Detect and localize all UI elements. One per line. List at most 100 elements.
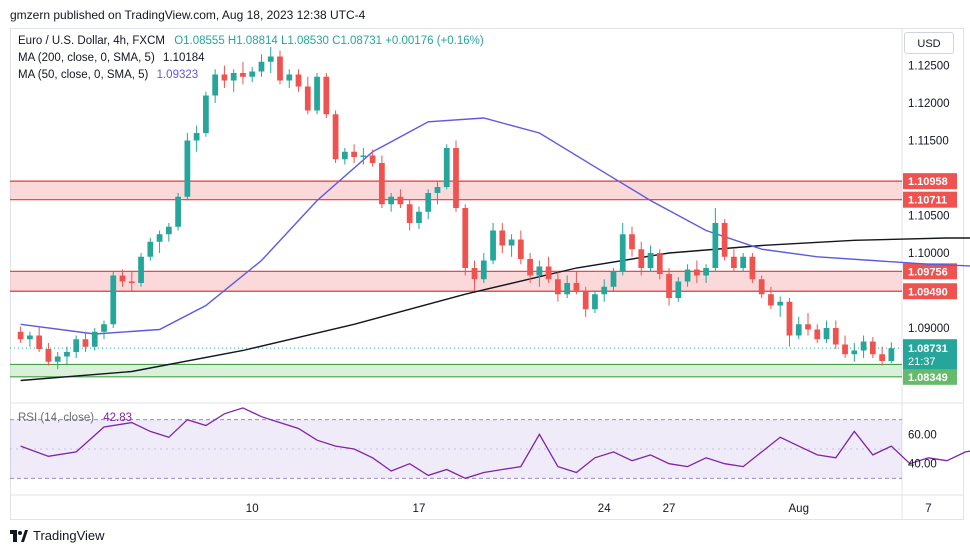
candle-body[interactable]: [823, 328, 830, 340]
candle-body[interactable]: [610, 271, 617, 287]
candle-body[interactable]: [360, 155, 367, 158]
candle-body[interactable]: [184, 140, 191, 197]
candle-body[interactable]: [490, 230, 496, 261]
candle-body[interactable]: [656, 253, 663, 274]
candle-body[interactable]: [545, 266, 552, 280]
candle-body[interactable]: [212, 74, 219, 96]
candle-body[interactable]: [54, 356, 61, 362]
candle-body[interactable]: [304, 86, 311, 111]
candle-body[interactable]: [675, 281, 682, 299]
candle-body[interactable]: [286, 74, 293, 81]
candle-body[interactable]: [758, 279, 765, 295]
candle-body[interactable]: [314, 76, 320, 111]
candle-body[interactable]: [805, 324, 811, 330]
candle-body[interactable]: [138, 256, 144, 283]
candle-body[interactable]: [175, 196, 181, 227]
candle-body[interactable]: [406, 204, 413, 223]
candle-body[interactable]: [731, 256, 737, 268]
candle-body[interactable]: [647, 253, 654, 268]
candle-body[interactable]: [601, 286, 608, 295]
candle-body[interactable]: [527, 259, 533, 276]
candle-body[interactable]: [471, 268, 478, 280]
candle-body[interactable]: [564, 283, 571, 295]
candle-body[interactable]: [795, 324, 802, 336]
candle-body[interactable]: [555, 279, 561, 295]
candle-body[interactable]: [249, 71, 256, 77]
candle-body[interactable]: [147, 241, 154, 257]
candle-body[interactable]: [499, 230, 506, 246]
candle-body[interactable]: [230, 73, 237, 81]
candle-body[interactable]: [36, 335, 43, 350]
candle-body[interactable]: [434, 187, 441, 193]
candle-body[interactable]: [91, 331, 98, 347]
candle-body[interactable]: [443, 148, 450, 187]
candle-body[interactable]: [258, 61, 265, 72]
candle-body[interactable]: [573, 283, 580, 291]
candle-body[interactable]: [786, 301, 793, 336]
candle-body[interactable]: [425, 193, 432, 212]
candle-body[interactable]: [203, 95, 209, 134]
candle-body[interactable]: [341, 151, 348, 160]
candle-body[interactable]: [323, 76, 330, 115]
candle-body[interactable]: [240, 73, 246, 77]
candle-body[interactable]: [768, 294, 774, 306]
candle-body[interactable]: [462, 208, 469, 268]
candle-body[interactable]: [869, 341, 876, 355]
candle-body[interactable]: [740, 256, 747, 268]
candle-body[interactable]: [517, 239, 524, 260]
candle-body[interactable]: [45, 349, 52, 362]
candle-body[interactable]: [17, 331, 24, 340]
candle-body[interactable]: [749, 256, 756, 280]
candle-body[interactable]: [295, 74, 302, 87]
candle-body[interactable]: [619, 234, 626, 272]
candle-body[interactable]: [703, 268, 709, 276]
candle-body[interactable]: [832, 328, 839, 345]
candle-body[interactable]: [82, 339, 89, 347]
candle-body[interactable]: [267, 56, 274, 62]
candle-body[interactable]: [721, 223, 728, 257]
candle-body[interactable]: [128, 281, 135, 284]
candle-body[interactable]: [638, 249, 645, 268]
candle-body[interactable]: [684, 269, 691, 282]
candle-body[interactable]: [165, 226, 172, 235]
rsi-line[interactable]: [20, 407, 970, 479]
candle-body[interactable]: [379, 163, 385, 205]
candle-body[interactable]: [582, 290, 589, 310]
candle-body[interactable]: [777, 301, 784, 306]
candle-body[interactable]: [851, 350, 858, 355]
candle-body[interactable]: [879, 354, 885, 361]
candle-body[interactable]: [388, 196, 395, 205]
candle-body[interactable]: [453, 148, 459, 208]
candle-body[interactable]: [64, 352, 70, 357]
currency-button[interactable]: USD: [904, 32, 954, 54]
candle-body[interactable]: [277, 56, 283, 81]
candle-body[interactable]: [508, 239, 515, 246]
candle-body[interactable]: [351, 151, 357, 157]
candle-body[interactable]: [666, 274, 672, 298]
candle-body[interactable]: [27, 335, 33, 340]
candle-body[interactable]: [712, 223, 719, 268]
candle-body[interactable]: [842, 344, 848, 355]
candle-body[interactable]: [110, 275, 117, 325]
symbol-name[interactable]: Euro / U.S. Dollar, 4h, FXCM: [18, 35, 165, 47]
candle-body[interactable]: [693, 269, 700, 276]
candle-body[interactable]: [369, 155, 376, 164]
ma200-label[interactable]: MA (200, close, 0, SMA, 5): [18, 52, 155, 64]
candle-body[interactable]: [101, 324, 107, 332]
candle-body[interactable]: [73, 339, 80, 352]
candle-body[interactable]: [119, 275, 126, 282]
candle-body[interactable]: [193, 133, 200, 141]
ma50-line[interactable]: [20, 117, 970, 335]
candle-body[interactable]: [332, 114, 339, 160]
candle-body[interactable]: [221, 74, 228, 81]
candle-body[interactable]: [814, 329, 821, 340]
rsi-label[interactable]: RSI (14, close): [18, 412, 95, 424]
ma50-label[interactable]: MA (50, close, 0, SMA, 5): [18, 69, 149, 81]
candle-body[interactable]: [888, 348, 895, 361]
candle-body[interactable]: [416, 211, 422, 223]
candle-body[interactable]: [536, 266, 543, 276]
candle-body[interactable]: [156, 234, 163, 242]
candle-body[interactable]: [592, 294, 598, 310]
candle-body[interactable]: [629, 234, 635, 250]
